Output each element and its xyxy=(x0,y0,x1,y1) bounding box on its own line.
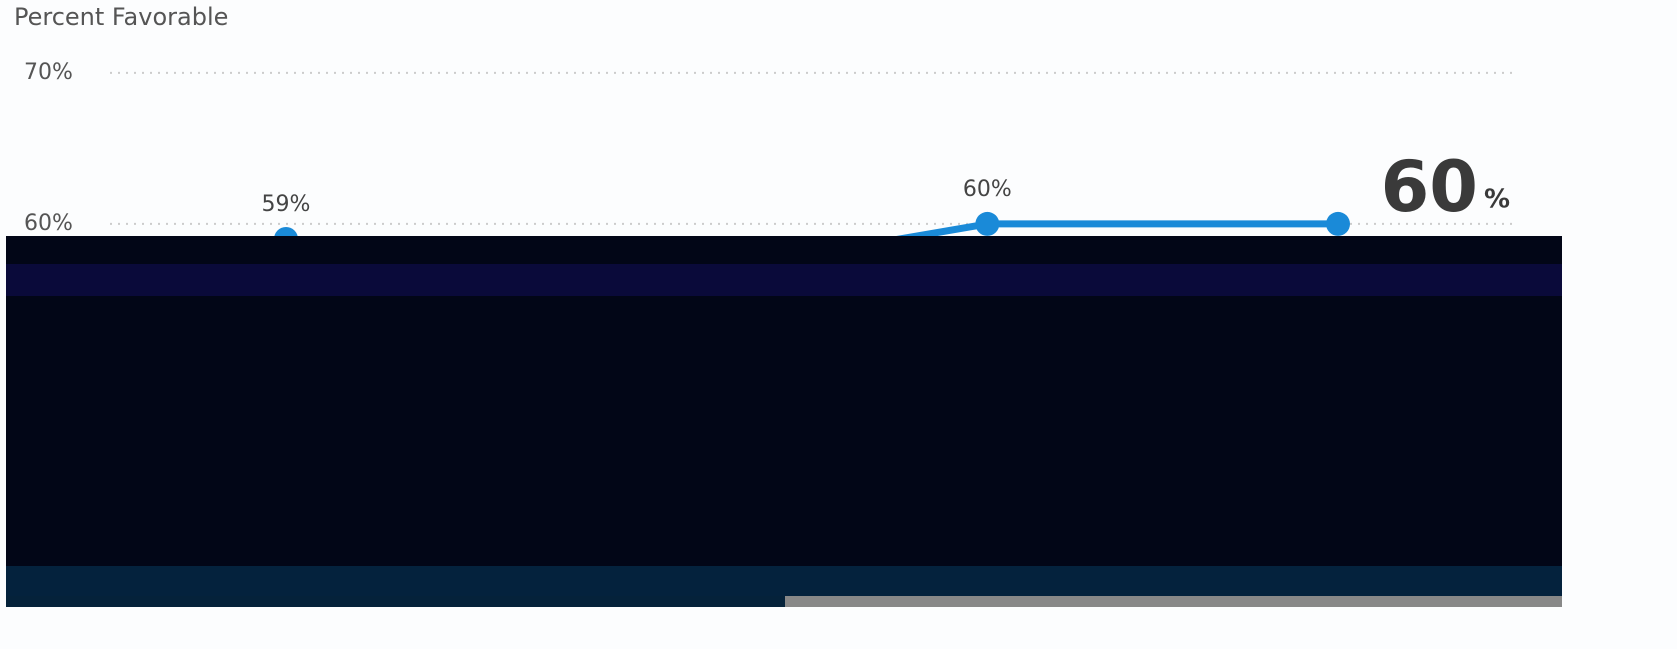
glitch-band xyxy=(6,264,1562,296)
data-point xyxy=(975,211,1000,236)
y-tick-label: 70% xyxy=(24,60,73,85)
edge xyxy=(0,607,1677,649)
edge xyxy=(1562,236,1677,649)
current-unit: % xyxy=(1484,185,1510,215)
glitch-strip xyxy=(6,596,1562,607)
data-point xyxy=(1326,211,1351,236)
data-label: 59% xyxy=(262,192,311,217)
y-tick-label: 60% xyxy=(24,211,73,236)
data-label: 60% xyxy=(963,177,1012,202)
current-value: 60 xyxy=(1381,146,1478,228)
glitch-bar xyxy=(785,596,1562,607)
glitch-strip xyxy=(6,566,1562,596)
chart-title: Percent Favorable xyxy=(14,3,228,31)
